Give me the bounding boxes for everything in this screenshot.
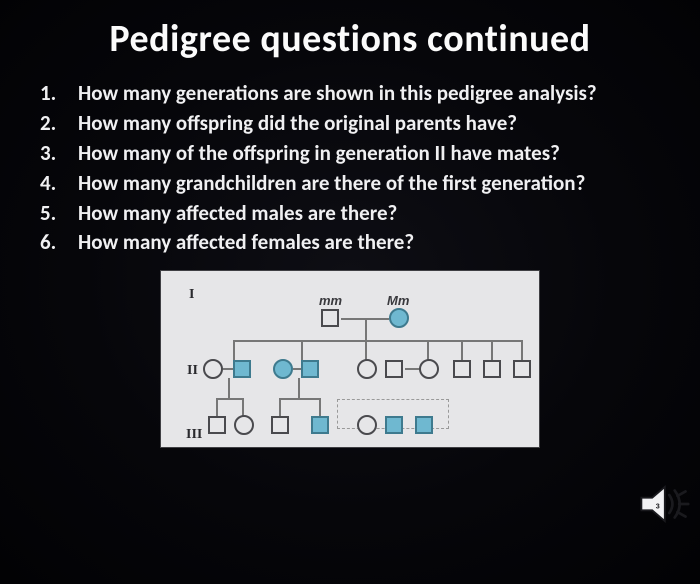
pedigree-line xyxy=(298,378,300,398)
slide-title: Pedigree questions continued xyxy=(34,16,666,62)
pedigree-female xyxy=(357,415,377,435)
pedigree-line xyxy=(365,340,367,360)
pedigree-male xyxy=(321,309,339,327)
pedigree-line xyxy=(216,398,218,416)
pedigree-female xyxy=(419,359,439,379)
generation-label: II xyxy=(187,363,198,379)
pedigree-male xyxy=(271,416,289,434)
pedigree-male xyxy=(208,416,226,434)
pedigree-line xyxy=(279,398,281,416)
question-item: How many grandchildren are there of the … xyxy=(40,170,666,197)
question-item: How many affected females are there? xyxy=(40,229,666,256)
pedigree-male-affected xyxy=(233,360,251,378)
pedigree-female-affected xyxy=(273,359,293,379)
pedigree-line xyxy=(233,340,235,360)
question-item: How many affected males are there? xyxy=(40,200,666,227)
pedigree-diagram: IIIIIImmMm xyxy=(160,270,540,448)
pedigree-female xyxy=(234,415,254,435)
pedigree-male xyxy=(385,360,403,378)
question-item: How many generations are shown in this p… xyxy=(40,80,666,107)
pedigree-male-affected xyxy=(415,416,433,434)
question-list: How many generations are shown in this p… xyxy=(34,80,666,256)
pedigree-female xyxy=(357,359,377,379)
pedigree-line xyxy=(491,340,493,360)
pedigree-male xyxy=(513,360,531,378)
genotype-label: mm xyxy=(319,293,342,308)
pedigree-line xyxy=(228,378,230,398)
pedigree-male xyxy=(483,360,501,378)
speaker-icon[interactable]: 3 xyxy=(636,480,690,528)
question-item: How many of the offspring in generation … xyxy=(40,140,666,167)
pedigree-male-affected xyxy=(385,416,403,434)
pedigree-line xyxy=(461,340,463,360)
pedigree-male-affected xyxy=(301,360,319,378)
pedigree-female-affected xyxy=(389,308,409,328)
pedigree-line xyxy=(233,340,521,342)
pedigree-line xyxy=(521,340,523,360)
pedigree-male-affected xyxy=(311,416,329,434)
svg-text:3: 3 xyxy=(656,502,660,511)
pedigree-container: IIIIIImmMm xyxy=(34,270,666,448)
generation-label: I xyxy=(189,287,194,303)
pedigree-line xyxy=(242,398,244,416)
pedigree-male xyxy=(453,360,471,378)
pedigree-line xyxy=(216,398,242,400)
pedigree-female xyxy=(203,359,223,379)
question-item: How many offspring did the original pare… xyxy=(40,110,666,137)
slide: Pedigree questions continued How many ge… xyxy=(0,0,700,584)
pedigree-line xyxy=(301,340,303,360)
pedigree-line xyxy=(279,398,319,400)
pedigree-line xyxy=(365,318,367,340)
pedigree-line xyxy=(427,340,429,360)
genotype-label: Mm xyxy=(387,293,409,308)
pedigree-line xyxy=(319,398,321,416)
generation-label: III xyxy=(186,427,202,443)
